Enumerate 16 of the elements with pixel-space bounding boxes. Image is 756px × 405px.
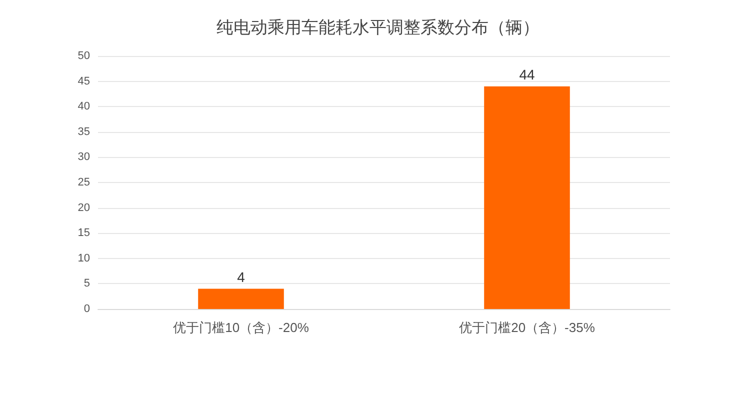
x-tick-label: 优于门槛10（含）-20%	[173, 320, 310, 335]
y-tick-label: 25	[78, 176, 90, 188]
y-tick-label: 10	[78, 252, 90, 264]
y-tick-label: 30	[78, 151, 90, 164]
data-label: 44	[519, 66, 535, 82]
x-tick-label: 优于门槛20（含）-35%	[459, 320, 596, 335]
y-tick-label: 20	[78, 202, 90, 214]
chart-title: 纯电动乘用车能耗水平调整系数分布（辆）	[216, 18, 540, 37]
y-tick-label: 5	[84, 278, 90, 290]
y-tick-label: 40	[78, 100, 90, 113]
y-tick-label: 15	[78, 227, 90, 240]
y-tick-label: 0	[84, 303, 90, 315]
y-tick-label: 50	[78, 50, 90, 62]
y-tick-label: 35	[78, 126, 90, 138]
y-tick-label: 45	[78, 75, 90, 88]
data-label: 4	[237, 268, 246, 285]
